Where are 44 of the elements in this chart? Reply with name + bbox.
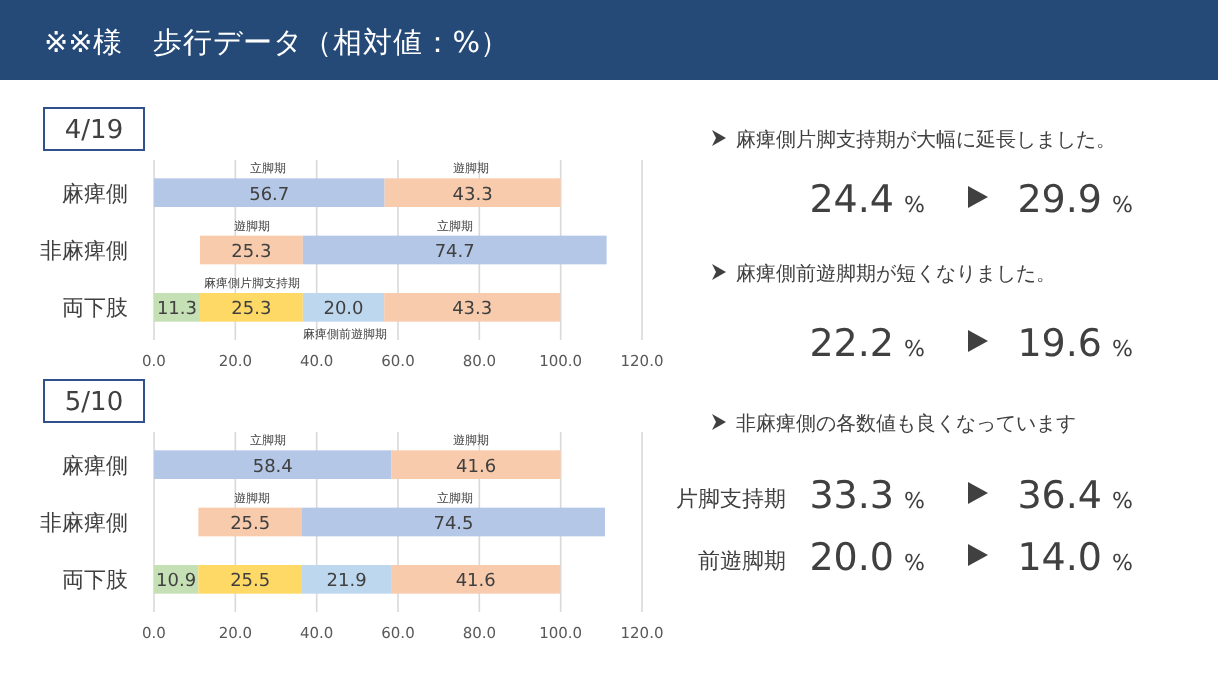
text: 33.3 % [809,474,925,518]
text: 前遊脚期 [698,548,786,574]
data-label: 25.5 [230,572,271,593]
y-tick-label: 非麻痺側 [40,238,128,264]
data-label: 58.4 [252,457,294,478]
text: 19.6 % [1017,322,1133,366]
y-tick-label: 両下肢 [62,295,128,322]
chart-title: 4/19 [64,116,124,146]
data-label: 74.5 [433,515,474,535]
data-label: 21.9 [326,572,368,593]
data-label: 25.5 [230,515,271,535]
data-label: 43.3 [452,300,493,321]
data-label: 41.6 [455,572,497,593]
text: 麻痺側片脚支持期が大幅に延長しました。 [736,128,1116,152]
bar [384,293,561,322]
text: 22.2 % [809,322,925,366]
data-label: 74.7 [434,243,475,263]
text: 片脚支持期 [676,486,786,512]
text: ※※様 歩行データ（相対値：%） [44,26,511,60]
data-label: 11.3 [156,300,198,321]
text: 29.9 % [1017,178,1133,222]
data-label: 20.0 [323,300,365,321]
bar [199,293,303,322]
text: 36.4 % [1017,474,1133,518]
data-label: 41.6 [456,457,497,478]
text: 14.0 % [1017,536,1133,580]
y-tick-label: 麻痺側 [62,180,128,207]
data-label: 10.9 [156,572,197,593]
bar [302,293,385,322]
text: 麻痺側前遊脚期が短くなりました。 [736,262,1056,286]
bar [198,565,303,594]
y-tick-label: 非麻痺側 [40,510,128,536]
text: 非麻痺側の各数値も良くなっています [736,412,1076,436]
y-tick-label: 両下肢 [62,567,128,594]
y-tick-label: 麻痺側 [62,452,128,479]
data-label: 43.3 [452,185,493,206]
text: 20.0 % [809,536,925,580]
bar [302,565,392,594]
data-label: 56.7 [249,185,290,206]
bar [391,565,561,594]
data-label: 25.3 [231,300,272,321]
data-label: 25.3 [231,243,272,263]
text: 24.4 % [809,178,925,222]
chart-title: 5/10 [64,388,124,418]
